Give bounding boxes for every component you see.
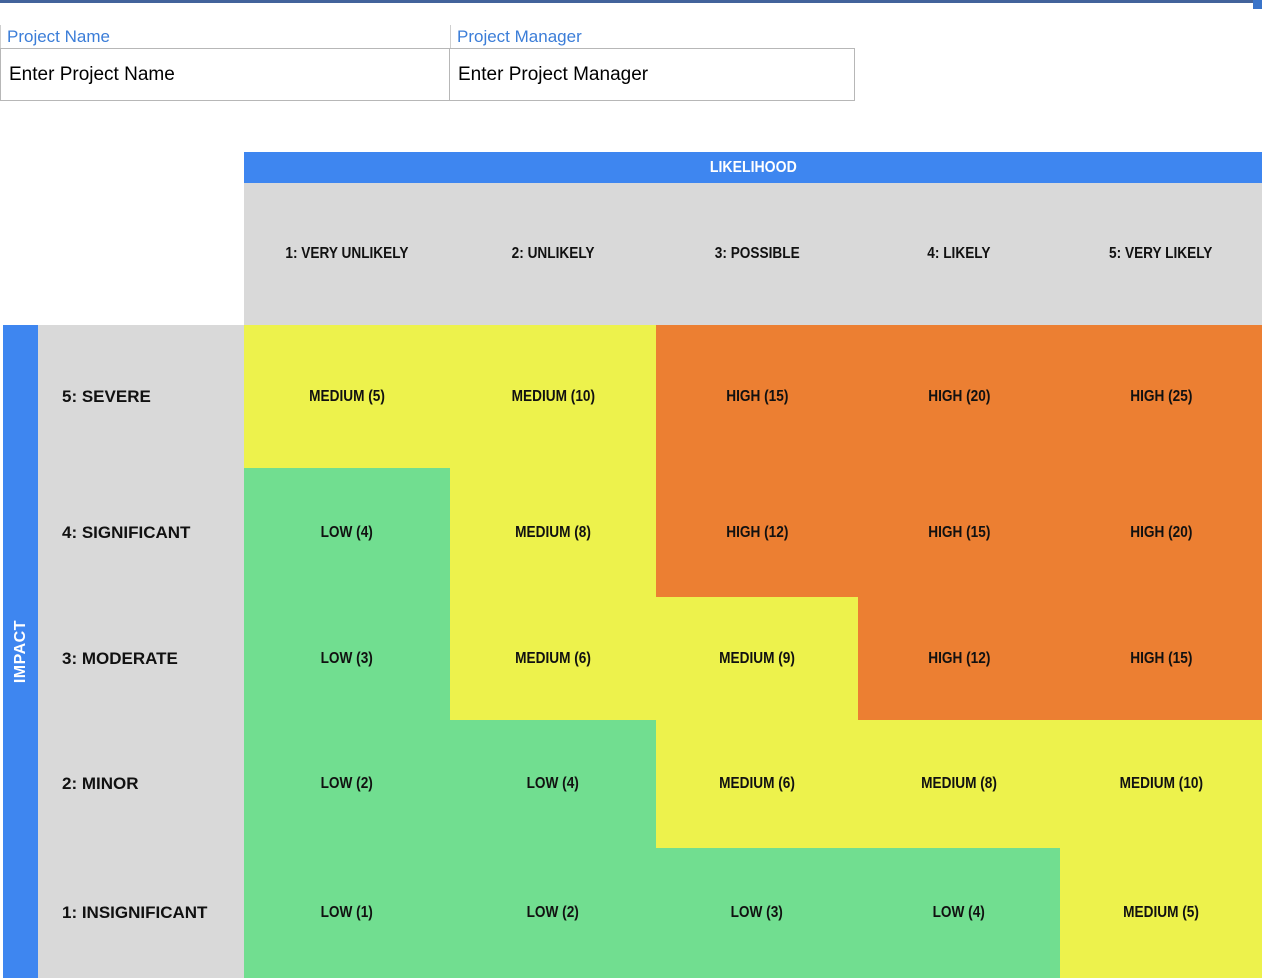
column-header-likely: 4: LIKELY xyxy=(858,183,1060,325)
row-header-minor: 2: MINOR xyxy=(62,774,139,793)
matrix-cell: MEDIUM (9) xyxy=(656,597,858,720)
matrix-cell-label: MEDIUM (8) xyxy=(921,775,997,792)
column-header-label: 5: VERY LIKELY xyxy=(1109,245,1213,262)
matrix-cell: HIGH (20) xyxy=(1060,468,1262,597)
matrix-cell-label: MEDIUM (10) xyxy=(1119,775,1203,792)
matrix-cell: HIGH (15) xyxy=(656,325,858,468)
likelihood-column-headers: 1: VERY UNLIKELY 2: UNLIKELY 3: POSSIBLE… xyxy=(244,183,1262,325)
matrix-cell-label: MEDIUM (8) xyxy=(515,523,591,541)
column-header-label: 3: POSSIBLE xyxy=(714,245,800,262)
matrix-cell-label: HIGH (20) xyxy=(927,387,991,405)
matrix-row-moderate: LOW (3) MEDIUM (6) MEDIUM (9) HIGH (12) … xyxy=(244,597,1262,720)
matrix-cell: MEDIUM (6) xyxy=(656,720,858,848)
matrix-cell-label: HIGH (15) xyxy=(927,523,991,541)
column-header-label: 1: VERY UNLIKELY xyxy=(285,245,409,262)
matrix-body: IMPACT 5: SEVERE 4: SIGNIFICANT 3: MODER… xyxy=(0,325,1262,978)
matrix-cell: LOW (3) xyxy=(244,597,450,720)
impact-axis-title: IMPACT xyxy=(11,619,29,684)
left-gutter xyxy=(0,325,3,978)
matrix-cell-label: LOW (3) xyxy=(730,904,784,921)
matrix-cell: HIGH (12) xyxy=(858,597,1060,720)
matrix-cell: LOW (4) xyxy=(244,468,450,597)
project-name-label: Project Name xyxy=(0,25,450,48)
project-name-input[interactable]: Enter Project Name xyxy=(0,48,450,101)
matrix-cell: MEDIUM (6) xyxy=(450,597,656,720)
column-header-label: 2: UNLIKELY xyxy=(511,245,595,262)
matrix-cell-label: HIGH (25) xyxy=(1129,387,1193,405)
column-header-very-likely: 5: VERY LIKELY xyxy=(1060,183,1262,325)
matrix-cell: LOW (2) xyxy=(244,720,450,848)
form-label-row: Project Name Project Manager xyxy=(0,25,860,48)
matrix-cell-label: LOW (2) xyxy=(526,904,580,921)
impact-row-headers: 5: SEVERE 4: SIGNIFICANT 3: MODERATE 2: … xyxy=(38,325,244,978)
matrix-cell: HIGH (20) xyxy=(858,325,1060,468)
impact-axis-header: IMPACT xyxy=(3,325,38,978)
row-header-moderate: 3: MODERATE xyxy=(62,648,178,668)
matrix-cell: MEDIUM (5) xyxy=(244,325,450,468)
risk-matrix-grid: MEDIUM (5) MEDIUM (10) HIGH (15) HIGH (2… xyxy=(244,325,1262,978)
matrix-cell: MEDIUM (8) xyxy=(450,468,656,597)
corner-marker xyxy=(1253,0,1262,9)
matrix-cell-label: MEDIUM (5) xyxy=(309,387,385,405)
matrix-cell: LOW (4) xyxy=(858,848,1060,978)
form-input-row: Enter Project Name Enter Project Manager xyxy=(0,48,856,101)
matrix-cell: LOW (3) xyxy=(656,848,858,978)
matrix-cell-label: LOW (2) xyxy=(320,775,374,792)
project-manager-label: Project Manager xyxy=(450,25,855,48)
project-manager-input[interactable]: Enter Project Manager xyxy=(449,48,855,101)
matrix-cell-label: HIGH (12) xyxy=(725,523,789,541)
matrix-row-insignificant: LOW (1) LOW (2) LOW (3) LOW (4) MEDIUM (… xyxy=(244,848,1262,978)
matrix-cell-label: MEDIUM (5) xyxy=(1123,904,1199,921)
column-header-unlikely: 2: UNLIKELY xyxy=(450,183,656,325)
matrix-cell-label: LOW (4) xyxy=(526,775,580,792)
matrix-cell: HIGH (25) xyxy=(1060,325,1262,468)
matrix-cell-label: HIGH (15) xyxy=(725,387,789,405)
matrix-cell-label: MEDIUM (6) xyxy=(719,775,795,792)
matrix-cell-label: LOW (3) xyxy=(320,649,374,667)
row-header-insignificant: 1: INSIGNIFICANT xyxy=(62,903,208,922)
matrix-row-significant: LOW (4) MEDIUM (8) HIGH (12) HIGH (15) H… xyxy=(244,468,1262,597)
likelihood-axis-header: LIKELIHOOD xyxy=(244,152,1262,183)
matrix-cell: MEDIUM (10) xyxy=(450,325,656,468)
matrix-cell-label: LOW (4) xyxy=(320,523,374,541)
top-border-line xyxy=(0,0,1262,3)
matrix-cell: MEDIUM (10) xyxy=(1060,720,1262,848)
matrix-cell-label: MEDIUM (10) xyxy=(511,387,595,405)
matrix-cell-label: LOW (4) xyxy=(932,904,986,921)
matrix-cell-label: HIGH (20) xyxy=(1129,523,1193,541)
matrix-cell: LOW (1) xyxy=(244,848,450,978)
likelihood-axis-title: LIKELIHOOD xyxy=(709,158,797,176)
matrix-cell: HIGH (15) xyxy=(858,468,1060,597)
matrix-cell-label: HIGH (12) xyxy=(927,649,991,667)
matrix-cell: HIGH (12) xyxy=(656,468,858,597)
matrix-cell: LOW (2) xyxy=(450,848,656,978)
matrix-cell-label: HIGH (15) xyxy=(1129,649,1193,667)
matrix-cell: HIGH (15) xyxy=(1060,597,1262,720)
row-header-significant: 4: SIGNIFICANT xyxy=(62,522,191,542)
matrix-cell: MEDIUM (8) xyxy=(858,720,1060,848)
matrix-cell: LOW (4) xyxy=(450,720,656,848)
row-header-severe: 5: SEVERE xyxy=(62,386,151,406)
column-header-label: 4: LIKELY xyxy=(927,245,991,262)
column-header-possible: 3: POSSIBLE xyxy=(656,183,858,325)
matrix-cell-label: LOW (1) xyxy=(320,904,374,921)
matrix-row-severe: MEDIUM (5) MEDIUM (10) HIGH (15) HIGH (2… xyxy=(244,325,1262,468)
column-header-very-unlikely: 1: VERY UNLIKELY xyxy=(244,183,450,325)
matrix-cell-label: MEDIUM (6) xyxy=(515,649,591,667)
matrix-cell: MEDIUM (5) xyxy=(1060,848,1262,978)
matrix-cell-label: MEDIUM (9) xyxy=(719,649,795,667)
matrix-row-minor: LOW (2) LOW (4) MEDIUM (6) MEDIUM (8) ME… xyxy=(244,720,1262,848)
